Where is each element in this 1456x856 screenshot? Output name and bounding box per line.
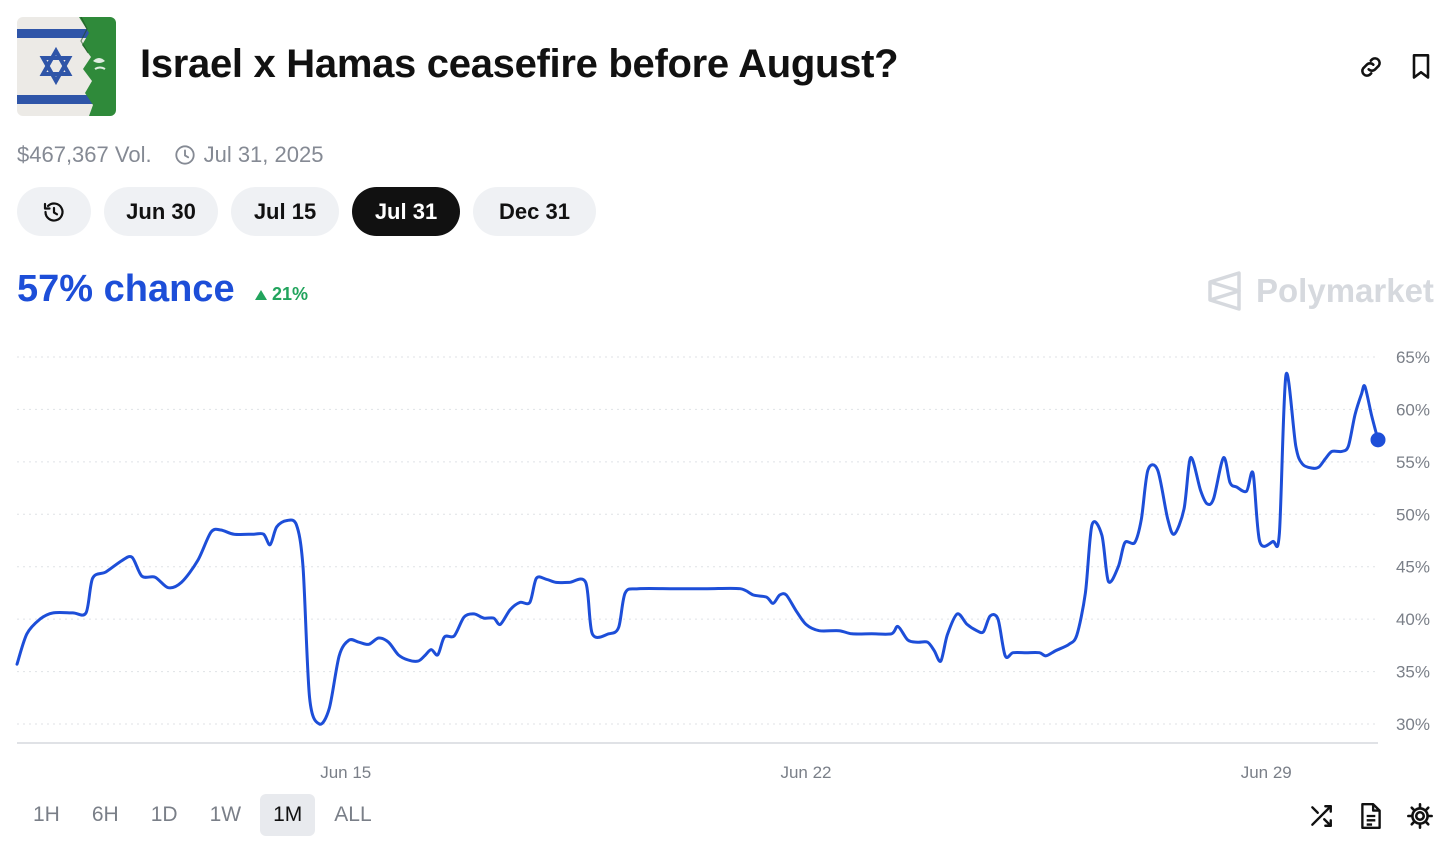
range-1d[interactable]: 1D <box>150 803 178 826</box>
link-icon[interactable] <box>1356 50 1386 84</box>
price-chart[interactable]: 30%35%40%45%50%55%60%65% Jun 15 Jun 22 Jun… <box>0 330 1456 790</box>
shuffle-icon[interactable] <box>1306 800 1336 832</box>
chance-series-line <box>15 371 1380 726</box>
y-tick-label: 50% <box>1396 505 1430 524</box>
market-meta: $467,367 Vol. Jul 31, 2025 <box>17 140 323 170</box>
change-value: 21% <box>272 284 309 304</box>
flag-image <box>17 17 116 116</box>
x-tick-label: Jun 22 <box>780 763 831 782</box>
history-icon <box>42 200 66 224</box>
y-tick-label: 65% <box>1396 348 1430 367</box>
y-tick-label: 60% <box>1396 400 1430 419</box>
change-badge: 21% <box>254 284 308 305</box>
market-thumbnail <box>17 17 116 116</box>
y-tick-label: 40% <box>1396 610 1430 629</box>
x-axis-ticks: Jun 15 Jun 22 Jun 29 <box>320 763 1292 782</box>
chart-grid <box>17 356 1378 725</box>
x-tick-label: Jun 15 <box>320 763 371 782</box>
volume-label: $467,367 Vol. <box>17 142 152 167</box>
range-1m[interactable]: 1M <box>260 794 316 836</box>
tab-dec-31[interactable]: Dec 31 <box>473 187 596 236</box>
y-tick-label: 55% <box>1396 453 1430 472</box>
market-title: Israel x Hamas ceasefire before August? <box>140 42 899 86</box>
y-axis-ticks: 30% 35% 40% 45% 50% 55% 60% 65% <box>1396 348 1430 734</box>
x-tick-label: Jun 29 <box>1241 763 1292 782</box>
range-all[interactable]: ALL <box>334 803 372 826</box>
triangle-up-icon <box>255 289 267 300</box>
polymarket-logo-icon <box>1208 271 1241 311</box>
document-icon[interactable] <box>1356 800 1386 832</box>
brand-name: Polymarket <box>1256 272 1434 309</box>
range-1w[interactable]: 1W <box>209 803 242 826</box>
y-tick-label: 45% <box>1396 558 1430 577</box>
range-1h[interactable]: 1H <box>33 803 60 826</box>
history-button[interactable] <box>17 187 91 236</box>
y-tick-label: 35% <box>1396 663 1430 682</box>
settings-icon[interactable] <box>1405 800 1435 832</box>
clock-icon <box>174 144 196 166</box>
y-tick-label: 30% <box>1396 715 1430 734</box>
tab-jun-30[interactable]: Jun 30 <box>104 187 218 236</box>
range-6h[interactable]: 6H <box>91 803 119 826</box>
tab-jul-31[interactable]: Jul 31 <box>352 187 460 236</box>
chance-label: 57% chance <box>17 268 235 310</box>
end-date-label: Jul 31, 2025 <box>203 142 324 167</box>
bookmark-icon[interactable] <box>1406 50 1436 84</box>
date-tabs: Jun 30 Jul 15 Jul 31 Dec 31 <box>17 187 596 236</box>
current-value-marker <box>1370 432 1386 448</box>
time-range-tabs: 1H 6H 1D 1W 1M ALL <box>20 794 385 836</box>
polymarket-watermark: Polymarket <box>1206 270 1434 312</box>
tab-jul-15[interactable]: Jul 15 <box>231 187 339 236</box>
